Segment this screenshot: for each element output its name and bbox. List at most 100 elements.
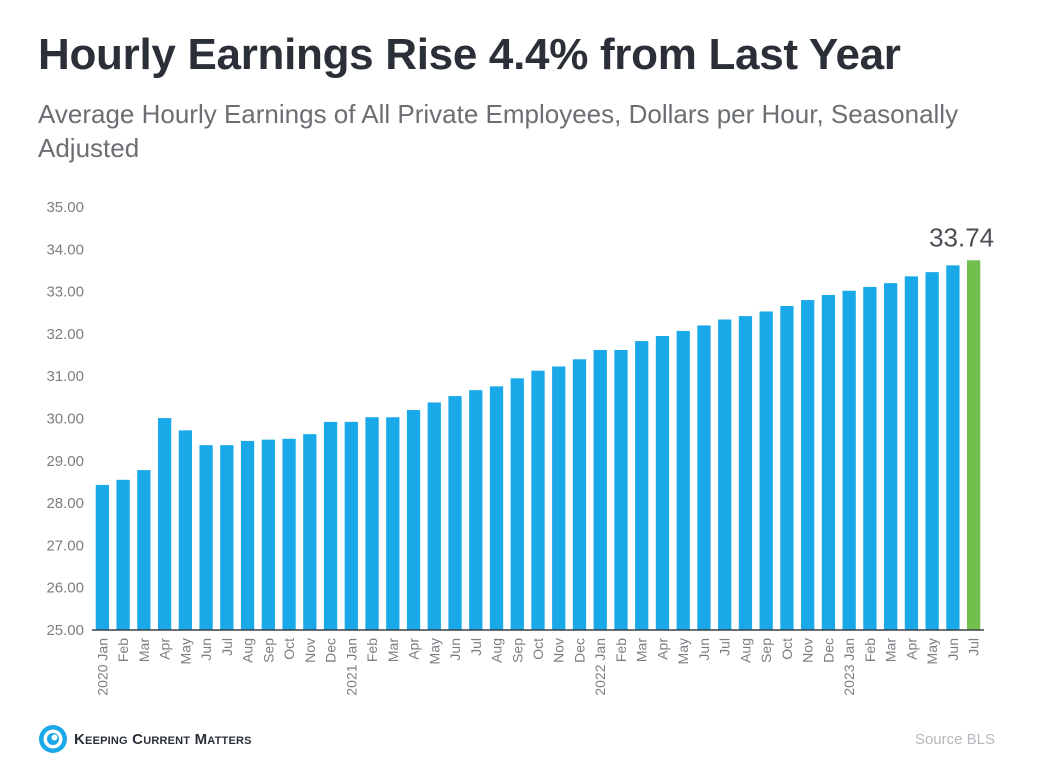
bar [759,311,773,630]
x-tick-label: Nov [302,638,318,663]
x-tick-label: Mar [385,638,401,662]
bar [676,330,690,630]
x-tick-label: Oct [530,638,546,660]
bar [282,438,296,630]
x-tick-label: Jun [198,638,214,661]
x-tick-label: May [675,638,691,664]
bar [655,336,670,630]
x-tick-label: Sep [509,638,525,663]
y-tick-label: 33.00 [46,284,84,301]
bar [95,484,110,630]
bar [448,396,462,630]
brand-swirl-icon [39,725,67,753]
bar [261,439,275,630]
y-tick-label: 26.00 [46,580,84,597]
bar [386,417,400,630]
x-tick-label: 2023 Jan [841,638,857,696]
x-tick-label: 2021 Jan [343,638,359,696]
bar [510,378,524,630]
x-tick-label: Jun [696,638,712,661]
x-tick-label: Feb [862,638,878,662]
bar [220,445,234,630]
bar [116,479,130,630]
bar [697,325,711,630]
y-tick-label: 31.00 [46,368,84,385]
x-tick-label: Oct [281,638,297,660]
bar [240,440,255,630]
bar [178,430,192,630]
y-tick-label: 28.00 [46,495,84,512]
brand-logo: Keeping Current Matters [38,724,252,754]
x-tick-label: Aug [737,638,753,663]
x-tick-label: Mar [634,638,650,662]
x-tick-label: Aug [240,638,256,663]
bar [303,434,317,630]
page-title: Hourly Earnings Rise 4.4% from Last Year [38,30,901,79]
bar [946,265,960,630]
x-tick-label: Nov [800,638,816,663]
bar [593,349,607,630]
bar [718,319,732,630]
y-tick-label: 27.00 [46,537,84,554]
bar [157,418,172,630]
bar [572,359,587,630]
x-tick-label: Jul [966,638,982,656]
bar [199,445,213,630]
x-tick-label: Jul [468,638,484,656]
x-tick-label: Apr [157,638,173,660]
bar [489,386,504,630]
x-tick-label: Sep [260,638,276,663]
x-tick-label: Oct [779,638,795,660]
bar [884,283,898,630]
bar [863,286,877,630]
bar [552,366,566,630]
x-tick-label: Dec [571,638,587,663]
x-tick-label: Nov [551,638,567,663]
x-tick-label: Sep [758,638,774,663]
y-tick-label: 35.00 [46,199,84,216]
x-tick-label: Jul [219,638,235,656]
bar [780,305,794,630]
x-tick-label: Jun [447,638,463,661]
x-tick-label: Feb [364,638,380,662]
x-tick-label: 2022 Jan [592,638,608,696]
bar [406,410,421,630]
bar [904,276,919,630]
page-subtitle: Average Hourly Earnings of All Private E… [38,99,959,163]
bar [323,421,338,630]
x-tick-label: Apr [654,638,670,660]
bar [842,290,856,630]
bar [821,294,836,630]
y-tick-label: 25.00 [46,622,84,639]
x-tick-label: 2020 Jan [94,638,110,696]
x-tick-label: Apr [903,638,919,660]
bar [344,421,358,630]
bar [614,349,628,630]
x-tick-label: Feb [115,638,131,662]
x-tick-label: Aug [489,638,505,663]
x-tick-label: Mar [136,638,152,662]
bar [427,402,441,630]
x-tick-label: Apr [406,638,422,660]
brand-name: Keeping Current Matters [74,730,252,748]
y-tick-label: 30.00 [46,411,84,428]
bar [966,260,981,630]
bar [925,272,939,630]
x-tick-label: Jul [717,638,733,656]
x-tick-label: May [924,638,940,664]
x-tick-label: Dec [820,638,836,663]
bar [801,300,815,630]
x-tick-label: Feb [613,638,629,662]
bar [365,417,379,630]
x-tick-label: May [177,638,193,664]
bar [469,390,483,630]
x-tick-label: May [426,638,442,664]
data-label-latest: 33.74 [929,222,994,252]
source-note: Source BLS [914,731,995,748]
bar [635,341,649,630]
y-tick-label: 34.00 [46,241,84,258]
x-tick-label: Mar [883,638,899,662]
y-tick-label: 29.00 [46,453,84,470]
bar [738,316,753,630]
